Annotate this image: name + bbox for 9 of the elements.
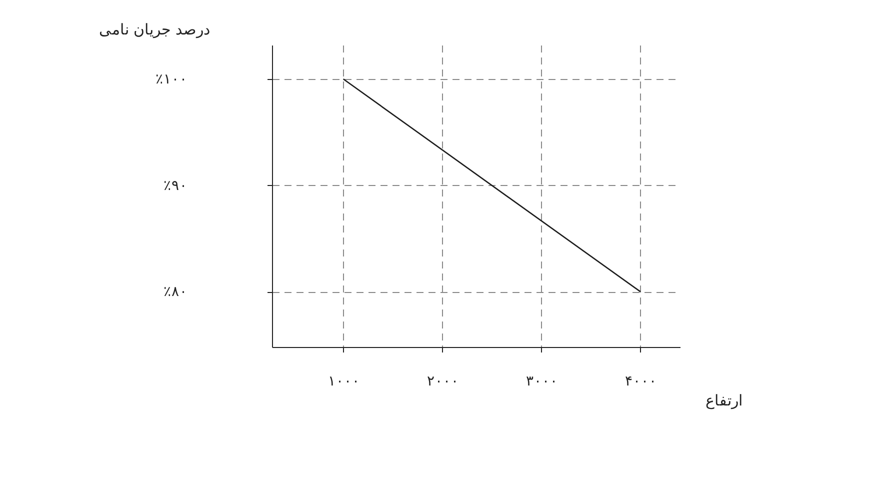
y-tick-label: ٪۹۰ [164, 178, 188, 194]
y-tick-label: ٪۱۰۰ [156, 72, 188, 88]
x-axis-title: ارتفاع [706, 392, 742, 410]
x-tick-label: ۱۰۰۰ [328, 374, 360, 390]
x-tick-label: ۴۰۰۰ [624, 374, 657, 390]
y-tick-label: ٪۸۰ [164, 284, 188, 300]
x-tick-label: ۲۰۰۰ [426, 374, 459, 390]
y-axis-title: درصد جریان نامی [98, 20, 210, 38]
x-tick-label: ۳۰۰۰ [526, 374, 558, 390]
